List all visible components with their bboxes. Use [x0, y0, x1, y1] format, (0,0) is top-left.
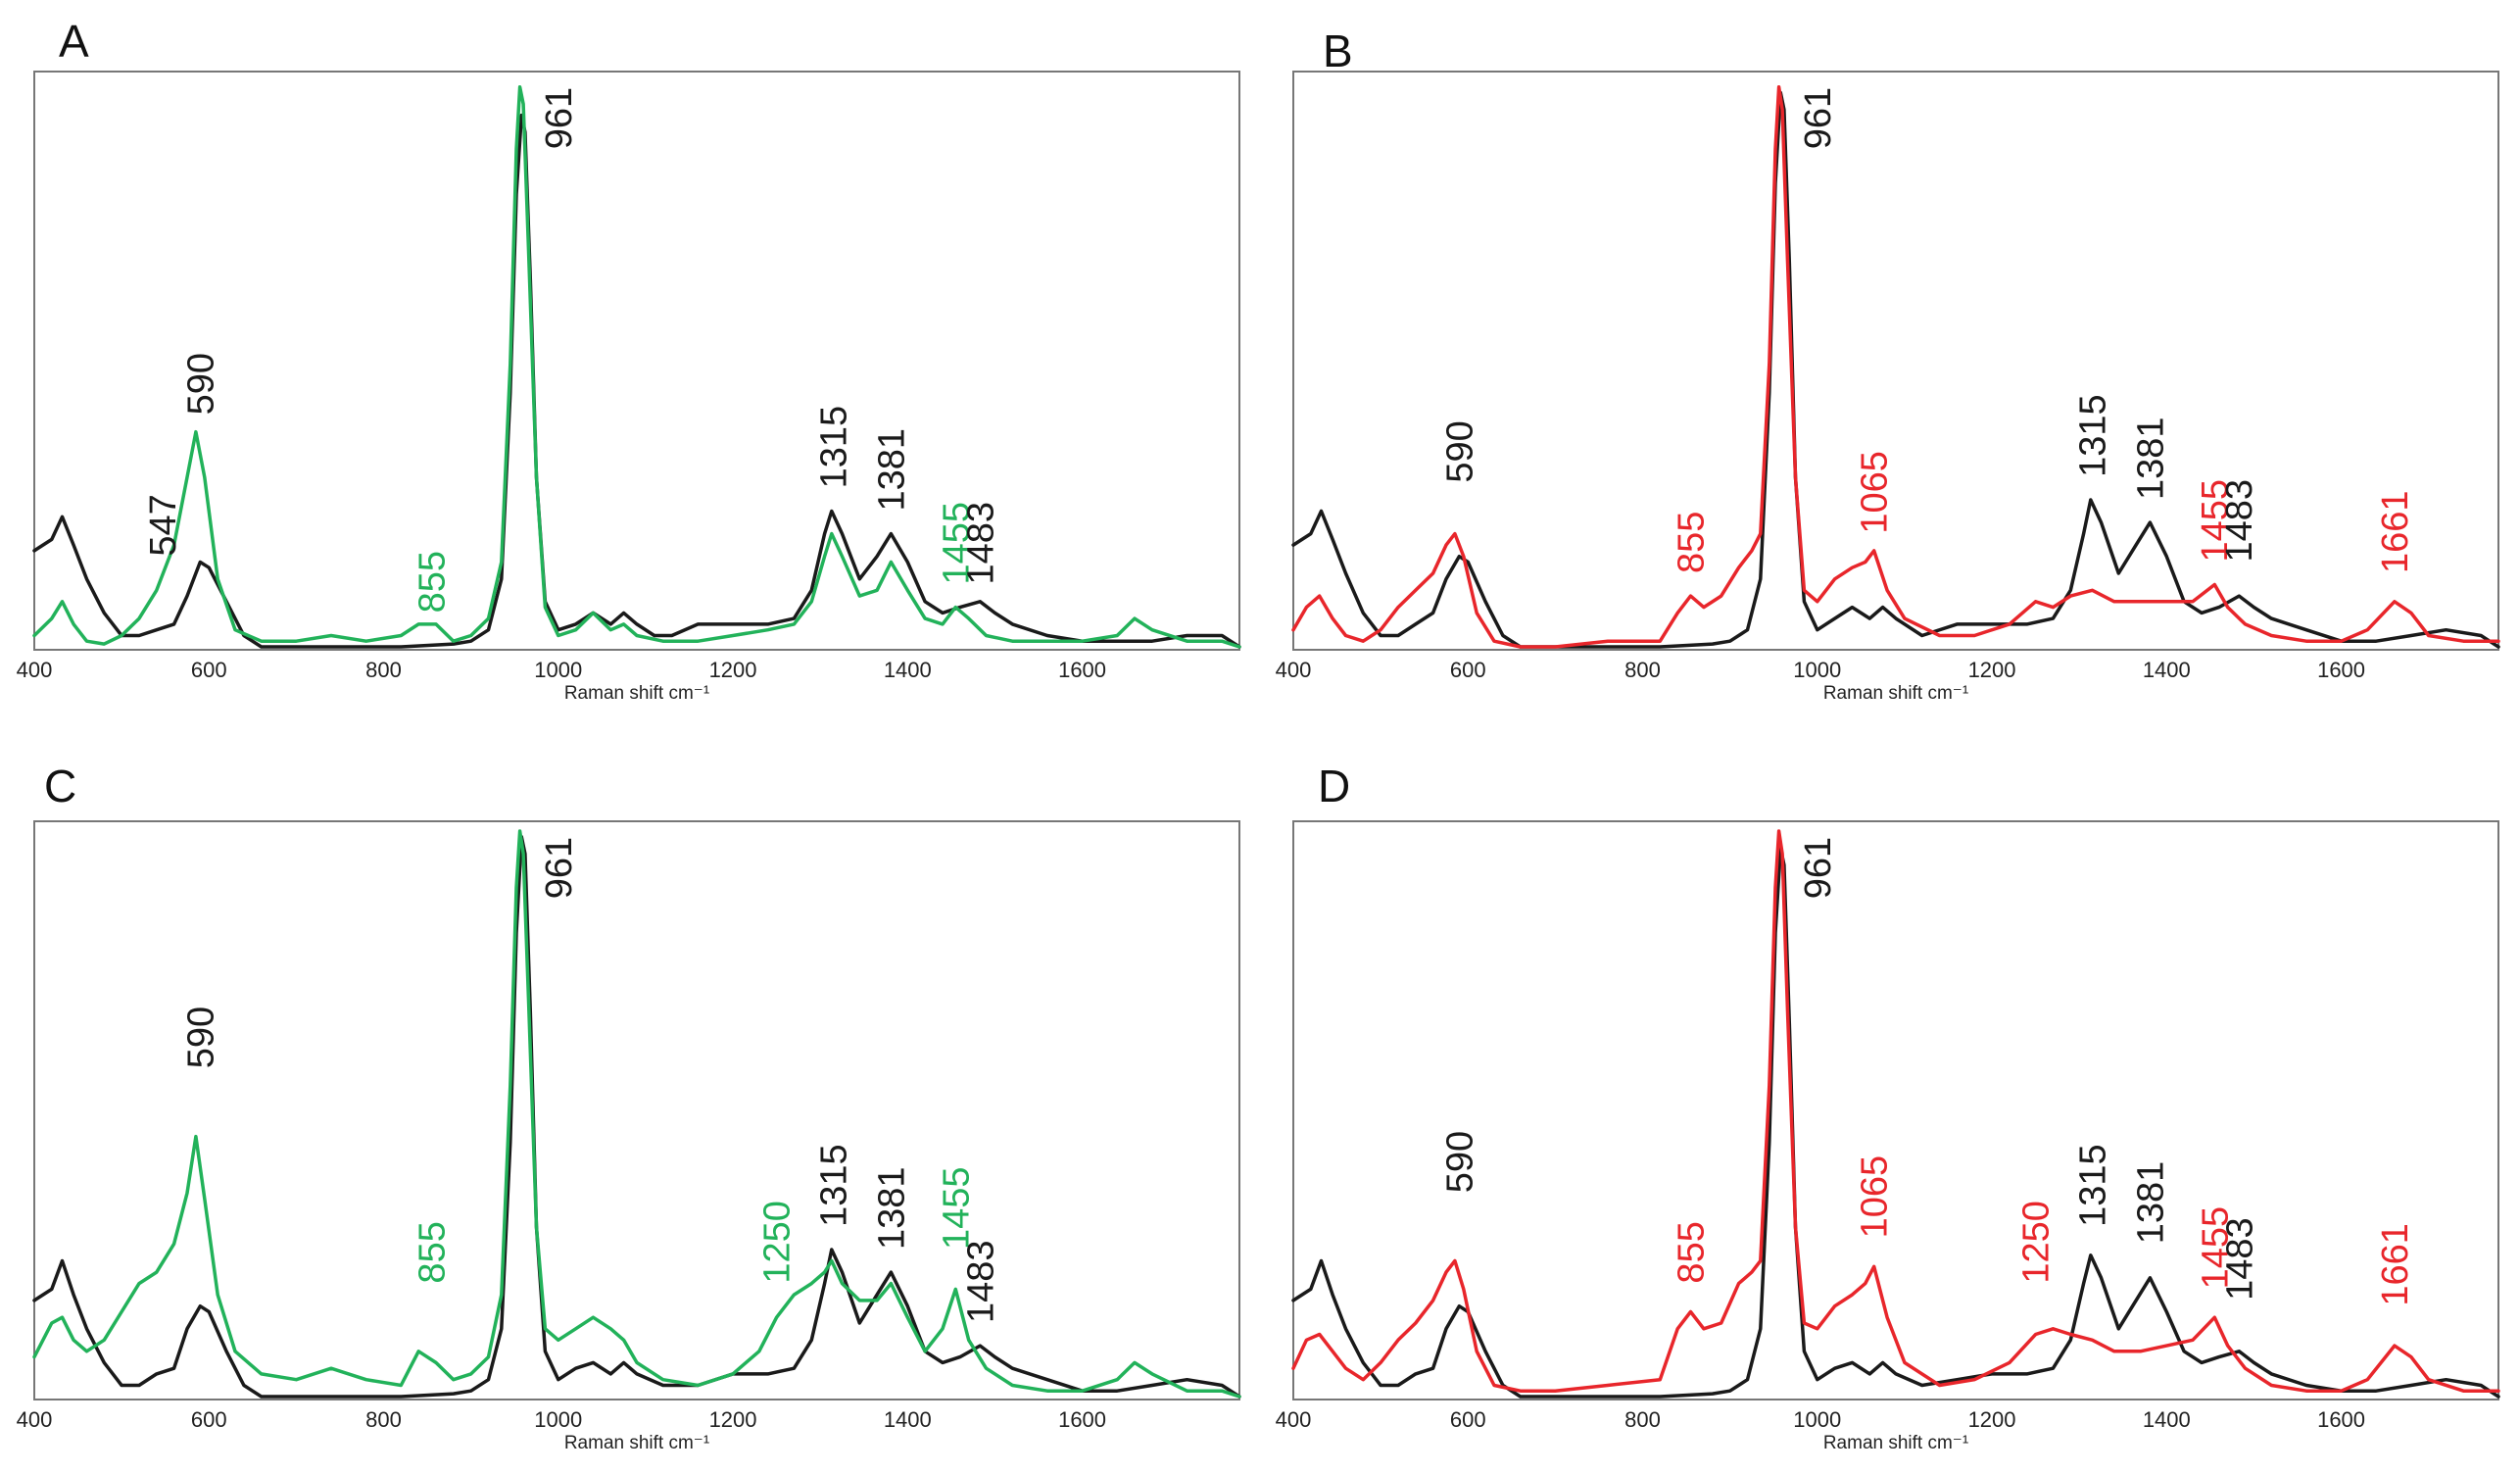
- peak-label-1250: 1250: [757, 1201, 799, 1284]
- peak-label-961: 961: [539, 837, 580, 899]
- x-tick-label: 800: [365, 1407, 402, 1432]
- peak-label-855: 855: [412, 1221, 454, 1283]
- peak-label-1315: 1315: [814, 406, 855, 489]
- peak-label-1483: 1483: [960, 1240, 1001, 1323]
- x-tick-label: 1600: [2317, 1407, 2365, 1432]
- peak-label-961: 961: [539, 87, 580, 149]
- x-tick-label: 1400: [2143, 1407, 2191, 1432]
- panel-letter-A: A: [59, 16, 89, 67]
- peak-label-961: 961: [1798, 837, 1839, 899]
- series-line-2: [32, 85, 1241, 649]
- x-tick-label: 1000: [1793, 1407, 1841, 1432]
- x-tick-label: 1200: [1968, 658, 2016, 682]
- peak-label-547: 547: [143, 494, 184, 556]
- series-line-2: [32, 829, 1241, 1399]
- series-line-1: [32, 835, 1241, 1399]
- series-line-1: [1291, 90, 2500, 649]
- peak-label-1315: 1315: [2073, 394, 2114, 477]
- peak-label-1065: 1065: [1855, 1155, 1896, 1239]
- peak-label-1065: 1065: [1855, 451, 1896, 534]
- x-axis-label: Raman shift cm⁻¹: [1823, 1433, 1968, 1453]
- peak-label-1483: 1483: [2219, 1217, 2260, 1301]
- panel-B: B 400 600 800 1000 1200 1400 1600 Raman shift cm…: [1276, 25, 2500, 704]
- x-axis-label: Raman shift cm⁻¹: [564, 1433, 709, 1453]
- peak-label-1381: 1381: [2130, 417, 2171, 500]
- x-tick-label: 1000: [1793, 658, 1841, 682]
- peak-label-590: 590: [180, 1007, 221, 1068]
- panel-letter-D: D: [1318, 761, 1350, 811]
- peak-label-1455: 1455: [2195, 1206, 2236, 1290]
- x-tick-label: 1000: [534, 1407, 582, 1432]
- peak-label-1381: 1381: [2130, 1161, 2171, 1245]
- peak-label-961: 961: [1798, 87, 1839, 149]
- x-tick-label: 400: [1276, 1407, 1312, 1432]
- peak-label-1250: 1250: [2016, 1201, 2058, 1284]
- x-tick-label: 400: [1276, 658, 1312, 682]
- x-tick-label: 1200: [709, 658, 757, 682]
- panel-D: D 400 600 800 1000 1200 1400 1600 Raman shift cm…: [1276, 761, 2500, 1453]
- plot-frame: [1292, 820, 2499, 1400]
- panel-C: C 400 600 800 1000 1200 1400 1600 Raman shift cm…: [17, 761, 1241, 1453]
- series-line-2: [1291, 829, 2500, 1393]
- peak-label-1483: 1483: [960, 502, 1001, 585]
- peak-label-1455: 1455: [2195, 479, 2236, 563]
- x-tick-label: 600: [1450, 658, 1486, 682]
- panel-letter-B: B: [1323, 25, 1353, 76]
- peak-label-1315: 1315: [814, 1144, 855, 1227]
- x-tick-label: 1600: [1058, 658, 1106, 682]
- peak-label-1661: 1661: [2375, 1223, 2416, 1306]
- panel-A: A 400 600 800 1000 1200 1400 1600 Raman shift cm…: [17, 16, 1241, 704]
- x-axis-label: Raman shift cm⁻¹: [564, 683, 709, 704]
- peak-label-1381: 1381: [871, 428, 912, 512]
- x-tick-label: 600: [191, 658, 227, 682]
- x-tick-label: 400: [17, 658, 53, 682]
- x-tick-label: 1400: [884, 1407, 932, 1432]
- peak-label-1455: 1455: [936, 502, 977, 585]
- peak-label-1661: 1661: [2375, 490, 2416, 573]
- x-tick-label: 1600: [2317, 658, 2365, 682]
- plot-frame: [33, 820, 1240, 1400]
- x-tick-label: 1200: [709, 1407, 757, 1432]
- peak-label-855: 855: [412, 551, 453, 613]
- peak-label-1315: 1315: [2073, 1144, 2114, 1227]
- x-tick-label: 1400: [884, 658, 932, 682]
- peak-label-1483: 1483: [2219, 479, 2260, 563]
- plot-frame: [1292, 71, 2499, 651]
- x-tick-label: 1200: [1968, 1407, 2016, 1432]
- peak-label-590: 590: [1439, 420, 1480, 482]
- peak-label-590: 590: [180, 353, 221, 415]
- peak-label-590: 590: [1439, 1131, 1480, 1193]
- x-tick-label: 1000: [534, 658, 582, 682]
- x-tick-label: 1600: [1058, 1407, 1106, 1432]
- panel-letter-C: C: [44, 761, 76, 811]
- peak-label-1455: 1455: [936, 1166, 977, 1250]
- x-tick-label: 1400: [2143, 658, 2191, 682]
- x-tick-label: 600: [191, 1407, 227, 1432]
- series-line-1: [1291, 846, 2500, 1399]
- peak-label-855: 855: [1671, 512, 1712, 573]
- x-tick-label: 800: [1624, 658, 1661, 682]
- x-tick-label: 800: [365, 658, 402, 682]
- x-tick-label: 400: [17, 1407, 53, 1432]
- series-line-2: [1291, 85, 2500, 649]
- peak-label-1381: 1381: [871, 1166, 912, 1250]
- x-tick-label: 600: [1450, 1407, 1486, 1432]
- plot-frame: [33, 71, 1240, 651]
- x-tick-label: 800: [1624, 1407, 1661, 1432]
- x-axis-label: Raman shift cm⁻¹: [1823, 683, 1968, 704]
- peak-label-855: 855: [1672, 1221, 1713, 1283]
